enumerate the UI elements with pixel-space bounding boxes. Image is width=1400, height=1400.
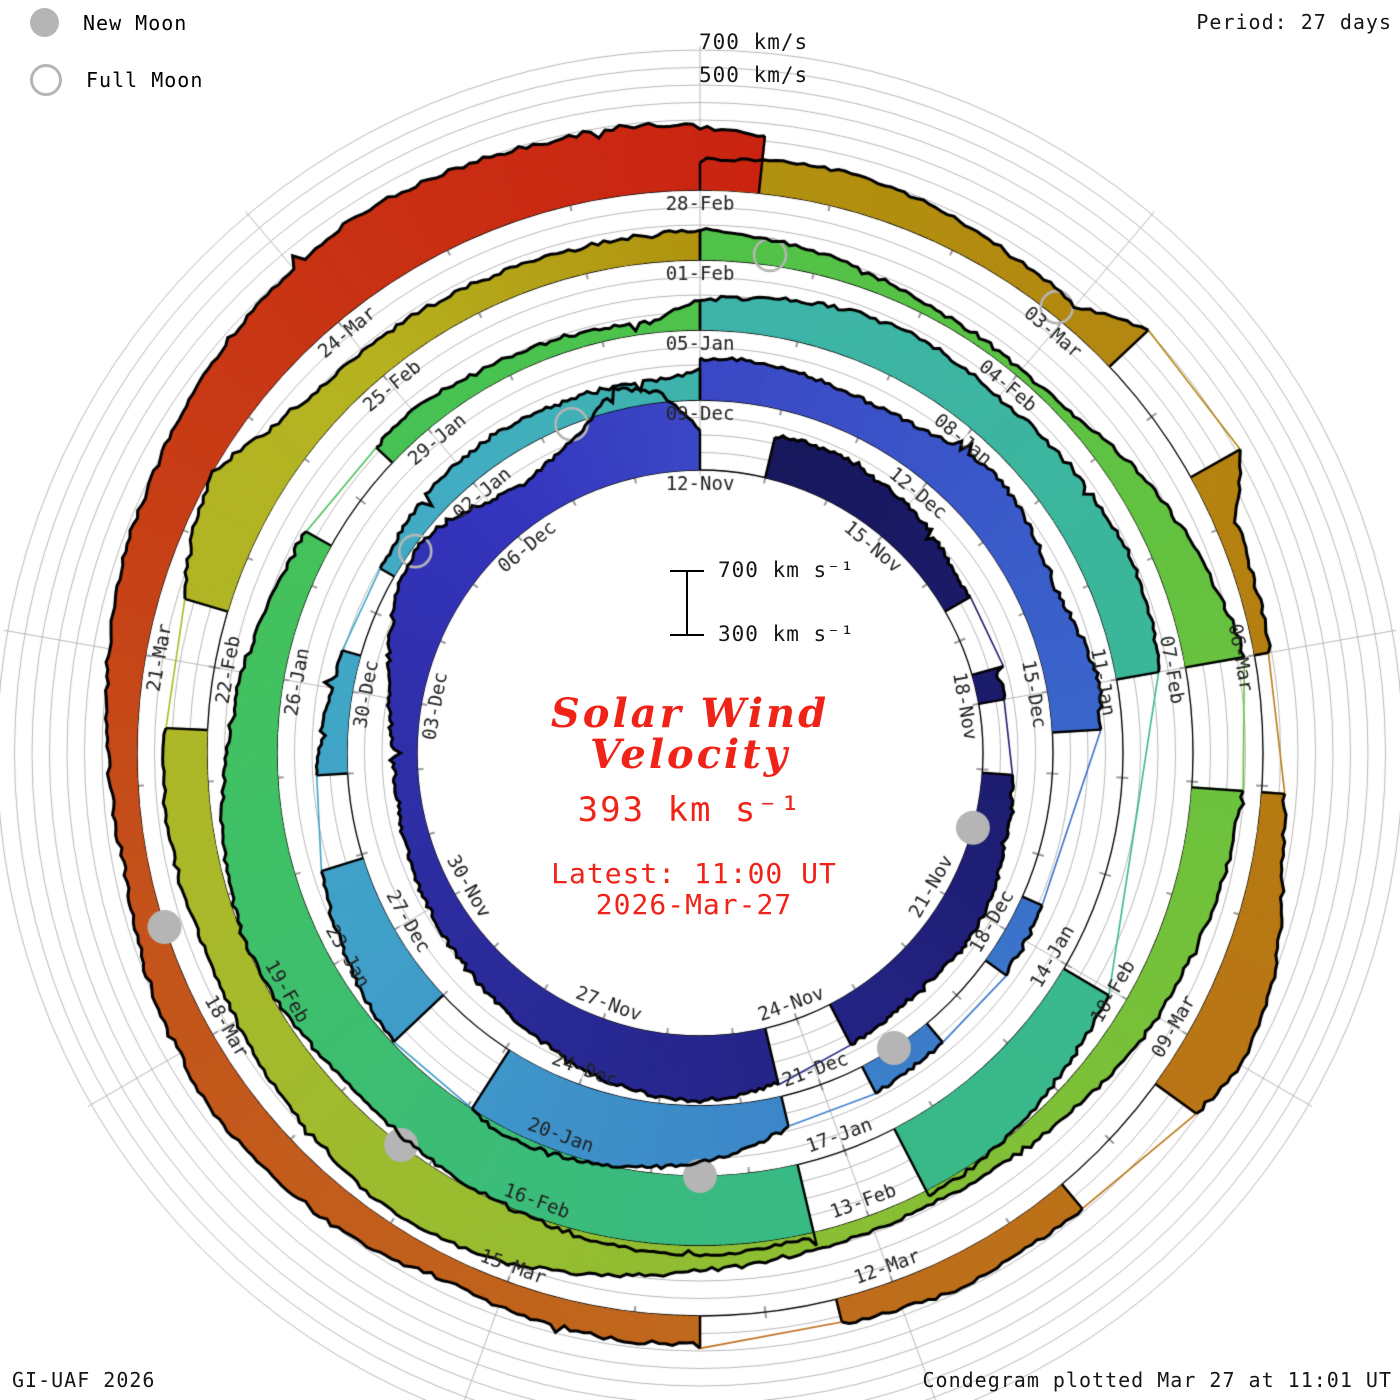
legend-new-moon: New Moon <box>30 8 187 37</box>
new-moon-label: New Moon <box>83 10 188 35</box>
ring-scale-500: 500 km/s <box>699 63 809 87</box>
latest-time: Latest: 11:00 UT <box>551 857 837 890</box>
credit-right: Condegram plotted Mar 27 at 11:01 UT <box>922 1368 1392 1392</box>
new-moon-icon <box>30 8 59 37</box>
full-moon-label: Full Moon <box>86 68 204 92</box>
scale-bar-bottom-label: 300 km s⁻¹ <box>718 622 855 646</box>
scale-bar-top-label: 700 km s⁻¹ <box>718 558 855 582</box>
full-moon-icon <box>30 64 62 96</box>
latest-block: Latest: 11:00 UT 2026-Mar-27 <box>551 858 837 921</box>
period-label: Period: 27 days <box>1196 10 1392 34</box>
legend-full-moon: Full Moon <box>30 64 203 96</box>
title-line-2: Velocity <box>590 730 790 778</box>
credit-left: GI-UAF 2026 <box>12 1368 156 1392</box>
latest-date: 2026-Mar-27 <box>595 888 793 922</box>
ring-scale-700: 700 km/s <box>699 30 809 54</box>
velocity-scale-bar <box>670 568 706 640</box>
plot-title: Solar Wind Velocity 393 km s⁻¹ <box>550 690 830 830</box>
current-speed: 393 km s⁻¹ <box>577 789 803 830</box>
title-line-1: Solar Wind <box>550 690 830 737</box>
